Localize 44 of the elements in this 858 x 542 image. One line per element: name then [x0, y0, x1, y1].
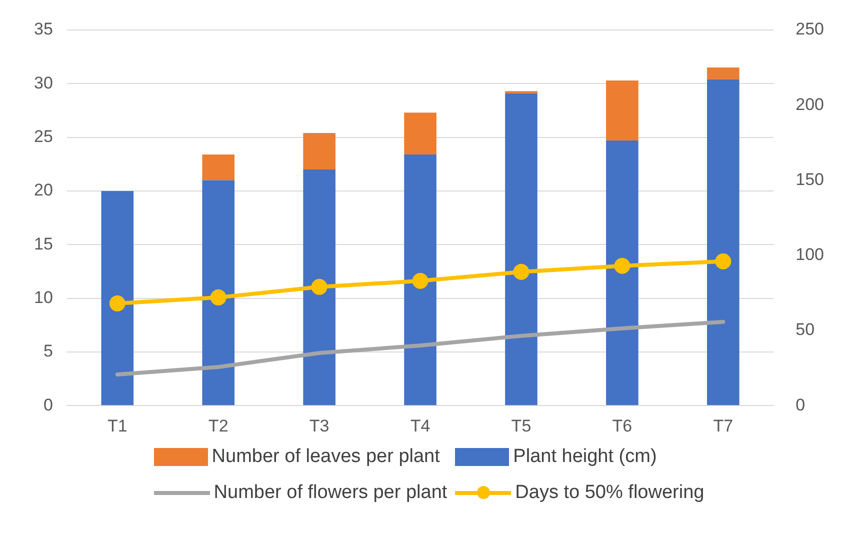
bar [404, 154, 436, 406]
bar [606, 80, 638, 141]
y2-tick-label: 100 [796, 245, 824, 264]
y-tick-label: 5 [43, 342, 53, 361]
y-tick-label: 25 [34, 127, 53, 146]
x-tick-label: T4 [410, 416, 430, 436]
bar [202, 180, 235, 406]
x-tick-label: T3 [309, 416, 330, 436]
x-tick-label: T6 [612, 416, 632, 436]
legend-label: Days to 50% flowering [515, 482, 704, 504]
y2-tick-label: 200 [796, 94, 824, 114]
bar [101, 190, 134, 406]
point [210, 289, 226, 306]
y-tick-label: 0 [43, 395, 53, 414]
y2-tick-label: 0 [796, 395, 806, 414]
y-tick-label: 30 [34, 73, 53, 92]
x-tick-label: T7 [713, 416, 734, 436]
y-tick-label: 35 [34, 20, 53, 39]
y2-tick-label: 150 [796, 170, 824, 189]
bar [606, 140, 638, 406]
bar [303, 133, 336, 170]
legend-label: Number of flowers per plant [214, 482, 448, 504]
point [311, 278, 328, 295]
point [715, 253, 732, 270]
y2-tick-label: 50 [796, 320, 815, 340]
y2-tick-label: 250 [796, 20, 824, 39]
bar [404, 112, 436, 154]
point [614, 258, 630, 274]
legend-label: Number of leaves per plant [212, 446, 440, 468]
x-tick-label: T1 [107, 416, 128, 436]
legend-label: Plant height (cm) [513, 446, 657, 468]
point [412, 272, 428, 289]
bar [303, 170, 336, 406]
point [109, 295, 126, 312]
bar [202, 154, 235, 180]
y-tick-label: 20 [34, 180, 53, 200]
bar [707, 79, 740, 406]
x-tick-label: T2 [208, 416, 228, 436]
point [513, 264, 530, 280]
y-tick-label: 10 [34, 288, 53, 307]
x-tick-label: T5 [511, 416, 532, 436]
bar [707, 68, 740, 80]
bar [505, 93, 538, 406]
y-tick-label: 15 [34, 234, 53, 254]
